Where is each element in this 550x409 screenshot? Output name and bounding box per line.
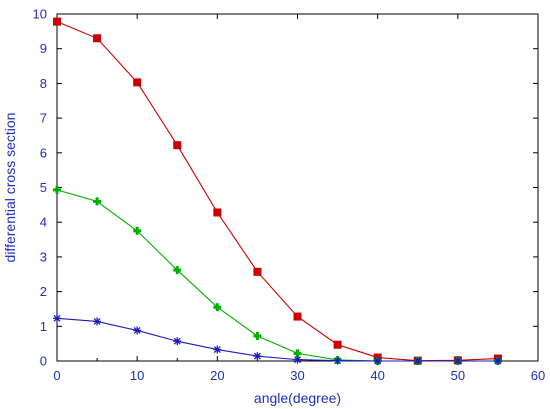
plus-v <box>215 303 219 312</box>
data-point <box>213 208 222 217</box>
series-line <box>56 21 498 362</box>
y-tick-label: 3 <box>40 249 47 264</box>
y-tick-label: 2 <box>40 284 47 299</box>
plus-v <box>55 185 59 194</box>
y-axis-title: differential cross section <box>2 113 18 263</box>
star-stroke <box>294 356 301 364</box>
data-point <box>453 357 462 365</box>
data-point <box>253 332 262 341</box>
y-tick-label: 4 <box>40 215 47 230</box>
data-point <box>173 141 182 150</box>
series-line <box>56 317 498 362</box>
y-tick-label: 1 <box>40 319 47 334</box>
data-point <box>333 340 342 349</box>
star-stroke <box>494 357 502 365</box>
x-tick-label: 0 <box>53 368 60 383</box>
data-point <box>93 317 102 326</box>
x-tick-label: 40 <box>370 368 384 383</box>
data-point <box>133 226 142 235</box>
star-stroke <box>334 357 342 365</box>
data-point <box>53 314 61 323</box>
x-tick-label: 20 <box>210 368 224 383</box>
x-tick-label: 30 <box>290 368 304 383</box>
y-tick-label: 0 <box>40 354 47 369</box>
data-point <box>213 345 222 354</box>
plus-v <box>135 226 139 235</box>
x-tick-label: 50 <box>451 368 465 383</box>
data-point <box>333 356 342 365</box>
data-point <box>373 357 382 365</box>
plus-v <box>95 197 99 206</box>
data-point <box>53 17 61 26</box>
series-star <box>53 314 502 365</box>
y-tick-label: 5 <box>40 180 47 195</box>
data-point <box>93 34 102 43</box>
y-tick-label: 8 <box>40 76 47 91</box>
series-square <box>53 17 502 365</box>
x-tick-label: 60 <box>531 368 545 383</box>
star-stroke <box>374 357 382 365</box>
star-stroke <box>253 352 261 360</box>
y-tick-label: 10 <box>33 7 47 22</box>
series-line <box>56 189 498 362</box>
x-tick-label: 10 <box>130 368 144 383</box>
data-point <box>133 326 142 335</box>
data-point <box>493 357 502 365</box>
data-point <box>53 185 61 194</box>
y-tick-label: 6 <box>40 145 47 160</box>
data-point <box>413 357 422 365</box>
data-point <box>173 266 182 275</box>
plot-border <box>56 13 539 362</box>
star-stroke <box>93 317 101 325</box>
plus-v <box>296 349 299 358</box>
data-point <box>293 312 302 321</box>
data-point <box>93 197 102 206</box>
y-tick-label: 9 <box>40 41 47 56</box>
data-point <box>293 349 302 358</box>
data-point <box>253 352 262 361</box>
star-stroke <box>454 357 462 365</box>
star-stroke <box>53 314 61 322</box>
data-point <box>133 78 142 87</box>
y-axis: 0 1 2 3 4 5 6 7 8 9 10 <box>33 7 538 369</box>
data-point <box>293 355 302 364</box>
series-plus <box>53 185 502 365</box>
plus-v <box>255 332 259 341</box>
star-stroke <box>414 357 422 365</box>
data-point <box>253 267 262 276</box>
x-axis: 0 10 20 30 40 50 60 <box>53 14 545 383</box>
data-point <box>213 303 222 312</box>
plot-area <box>56 13 539 362</box>
series-layer <box>53 17 502 365</box>
star-stroke <box>173 337 181 345</box>
star-stroke <box>133 327 141 334</box>
plus-v <box>175 266 179 275</box>
y-tick-label: 7 <box>40 111 47 126</box>
data-point <box>173 337 182 346</box>
star-stroke <box>213 346 221 354</box>
x-axis-title: angle(degree) <box>254 390 341 406</box>
